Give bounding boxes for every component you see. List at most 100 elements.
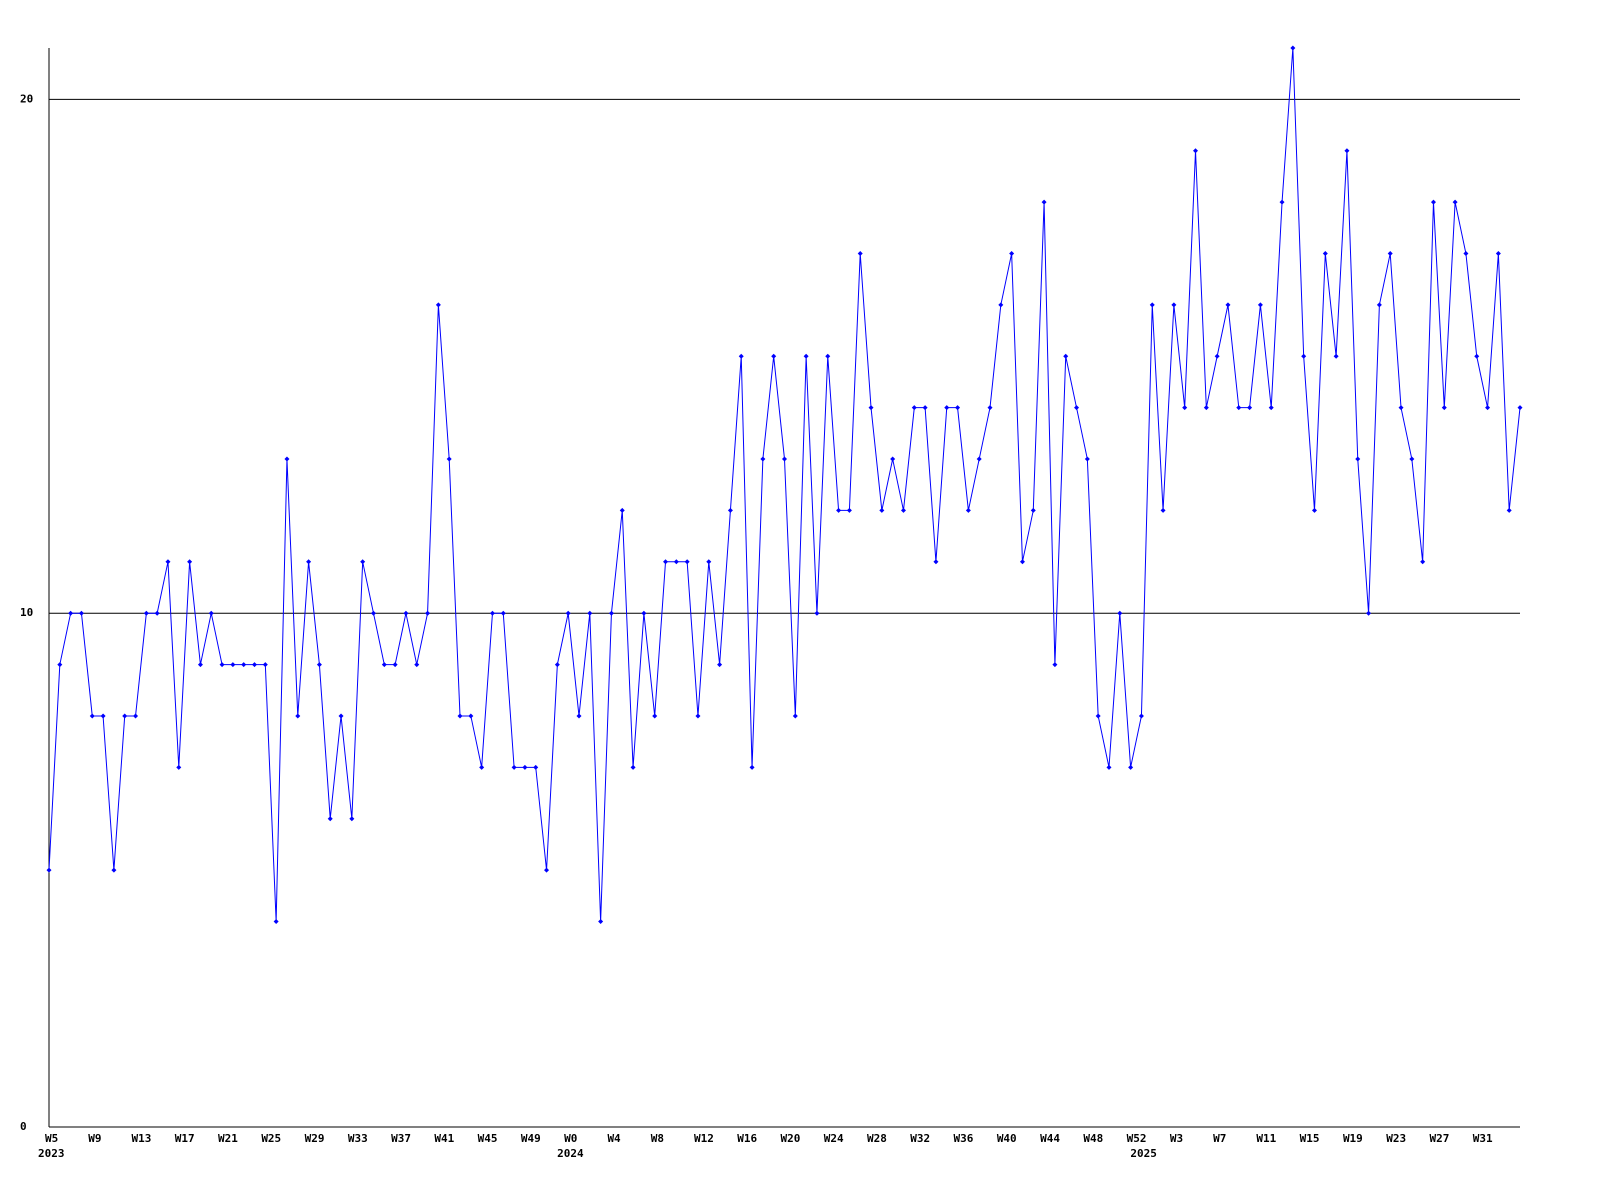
data-point bbox=[1344, 148, 1350, 154]
x-tick-label: W28 bbox=[867, 1132, 887, 1145]
data-point bbox=[381, 662, 387, 668]
data-point bbox=[165, 559, 171, 565]
data-point bbox=[771, 353, 777, 359]
data-point bbox=[760, 456, 766, 462]
data-point bbox=[392, 662, 398, 668]
data-point bbox=[825, 353, 831, 359]
data-point bbox=[111, 867, 117, 873]
data-point bbox=[1160, 507, 1166, 513]
y-tick-label: 0 bbox=[20, 1120, 27, 1133]
data-point bbox=[1128, 764, 1134, 770]
data-point bbox=[208, 610, 214, 616]
data-point bbox=[792, 713, 798, 719]
data-point bbox=[1279, 199, 1285, 205]
data-point bbox=[295, 713, 301, 719]
data-point bbox=[306, 559, 312, 565]
data-point bbox=[1074, 405, 1080, 411]
x-tick-label: W11 bbox=[1256, 1132, 1276, 1145]
data-point bbox=[1301, 353, 1307, 359]
data-point bbox=[944, 405, 950, 411]
data-point bbox=[1203, 405, 1209, 411]
data-point bbox=[252, 662, 258, 668]
data-point bbox=[122, 713, 128, 719]
data-point bbox=[338, 713, 344, 719]
data-point bbox=[1268, 405, 1274, 411]
data-point bbox=[176, 764, 182, 770]
data-point bbox=[468, 713, 474, 719]
x-tick-label: W31 bbox=[1473, 1132, 1493, 1145]
x-tick-label: W37 bbox=[391, 1132, 411, 1145]
data-point bbox=[857, 251, 863, 257]
data-point bbox=[489, 610, 495, 616]
data-point bbox=[641, 610, 647, 616]
data-point bbox=[1376, 302, 1382, 308]
data-point bbox=[327, 816, 333, 822]
x-tick-label: W12 bbox=[694, 1132, 714, 1145]
x-tick-label: W7 bbox=[1213, 1132, 1226, 1145]
data-point bbox=[1030, 507, 1036, 513]
data-point bbox=[1247, 405, 1253, 411]
x-tick-label: W33 bbox=[348, 1132, 368, 1145]
y-tick-label: 10 bbox=[20, 606, 33, 619]
data-point bbox=[565, 610, 571, 616]
data-point bbox=[1106, 764, 1112, 770]
data-point bbox=[1463, 251, 1469, 257]
x-tick-label: W40 bbox=[997, 1132, 1017, 1145]
data-point bbox=[100, 713, 106, 719]
x-tick-label: W15 bbox=[1300, 1132, 1320, 1145]
data-point bbox=[727, 507, 733, 513]
x-tick-label: W4 bbox=[607, 1132, 621, 1145]
data-point bbox=[68, 610, 74, 616]
data-point bbox=[533, 764, 539, 770]
data-point bbox=[522, 764, 528, 770]
data-point bbox=[262, 662, 268, 668]
data-point bbox=[619, 507, 625, 513]
data-point bbox=[1182, 405, 1188, 411]
data-point bbox=[46, 867, 52, 873]
data-point bbox=[717, 662, 723, 668]
data-point bbox=[219, 662, 225, 668]
data-point bbox=[1420, 559, 1426, 565]
data-point bbox=[846, 507, 852, 513]
data-point bbox=[78, 610, 84, 616]
data-point bbox=[1409, 456, 1415, 462]
data-point bbox=[933, 559, 939, 565]
data-point bbox=[57, 662, 63, 668]
data-point bbox=[1322, 251, 1328, 257]
data-point bbox=[1366, 610, 1372, 616]
data-point bbox=[1009, 251, 1015, 257]
data-point bbox=[133, 713, 139, 719]
data-point bbox=[836, 507, 842, 513]
data-point bbox=[879, 507, 885, 513]
x-tick-label: W5 bbox=[45, 1132, 58, 1145]
data-point bbox=[1117, 610, 1123, 616]
data-point bbox=[965, 507, 971, 513]
data-point bbox=[1485, 405, 1491, 411]
x-tick-label: W29 bbox=[305, 1132, 325, 1145]
year-label: 2025 bbox=[1130, 1147, 1157, 1160]
x-tick-label: W41 bbox=[434, 1132, 454, 1145]
data-point bbox=[630, 764, 636, 770]
data-point bbox=[900, 507, 906, 513]
data-point bbox=[738, 353, 744, 359]
data-point bbox=[1506, 507, 1512, 513]
x-tick-label: W44 bbox=[1040, 1132, 1060, 1145]
data-point bbox=[1430, 199, 1436, 205]
data-point bbox=[608, 610, 614, 616]
year-label: 2024 bbox=[557, 1147, 584, 1160]
data-point bbox=[316, 662, 322, 668]
x-tick-label: W45 bbox=[478, 1132, 498, 1145]
x-tick-label: W3 bbox=[1170, 1132, 1183, 1145]
x-tick-label: W27 bbox=[1429, 1132, 1449, 1145]
data-point bbox=[187, 559, 193, 565]
data-point bbox=[360, 559, 366, 565]
data-point bbox=[1355, 456, 1361, 462]
data-point bbox=[1474, 353, 1480, 359]
data-point bbox=[1495, 251, 1501, 257]
data-point bbox=[1193, 148, 1199, 154]
data-point bbox=[230, 662, 236, 668]
data-point bbox=[976, 456, 982, 462]
data-point bbox=[414, 662, 420, 668]
